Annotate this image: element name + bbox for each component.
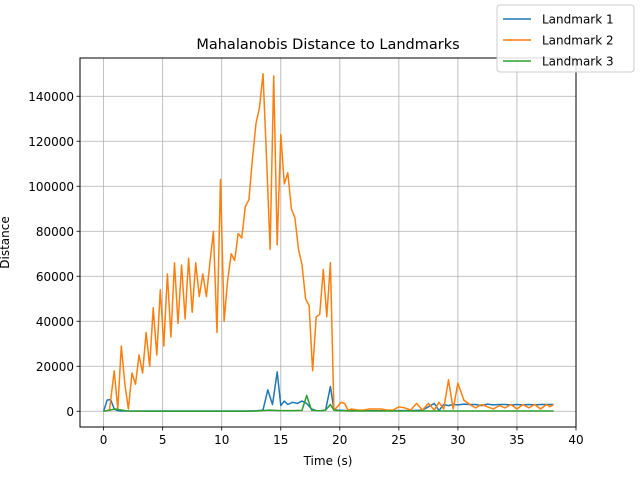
series-layer bbox=[102, 73, 555, 413]
plot-frame bbox=[79, 57, 577, 428]
y-axis-label: Distance bbox=[0, 216, 12, 268]
y-tick-label: 140000 bbox=[28, 90, 74, 104]
y-tick-label: 60000 bbox=[36, 270, 74, 284]
y-tick-label: 100000 bbox=[28, 180, 74, 194]
legend-box bbox=[496, 4, 635, 73]
legend-label: Landmark 1 bbox=[542, 13, 614, 27]
y-tick-label: 40000 bbox=[36, 315, 74, 329]
x-tick-label: 40 bbox=[568, 433, 583, 447]
y-tick-label: 80000 bbox=[36, 225, 74, 239]
legend: Landmark 1 Landmark 2 Landmark 3 bbox=[496, 4, 635, 73]
legend-label: Landmark 2 bbox=[542, 34, 614, 48]
x-tick-label: 10 bbox=[214, 433, 229, 447]
series-line-2 bbox=[103, 73, 555, 413]
y-tick-label: 0 bbox=[66, 405, 74, 419]
y-tick-label: 120000 bbox=[28, 135, 74, 149]
x-axis: 0 5 10 15 20 25 30 35 40 bbox=[100, 427, 584, 447]
y-tick-label: 20000 bbox=[36, 360, 74, 374]
chart-title: Mahalanobis Distance to Landmarks bbox=[196, 37, 459, 53]
series-line-3 bbox=[103, 394, 554, 413]
x-axis-label: Time (s) bbox=[303, 454, 353, 468]
x-tick-label: 15 bbox=[273, 433, 288, 447]
x-tick-label: 30 bbox=[450, 433, 465, 447]
y-axis: 0 20000 40000 60000 80000 100000 120000 140000 bbox=[28, 90, 80, 419]
plot-area bbox=[80, 58, 576, 427]
x-tick-label: 20 bbox=[332, 433, 347, 447]
legend-label: Landmark 3 bbox=[542, 55, 614, 69]
x-tick-label: 5 bbox=[159, 433, 167, 447]
x-tick-label: 0 bbox=[100, 433, 108, 447]
x-tick-label: 35 bbox=[509, 433, 524, 447]
x-tick-label: 25 bbox=[391, 433, 406, 447]
